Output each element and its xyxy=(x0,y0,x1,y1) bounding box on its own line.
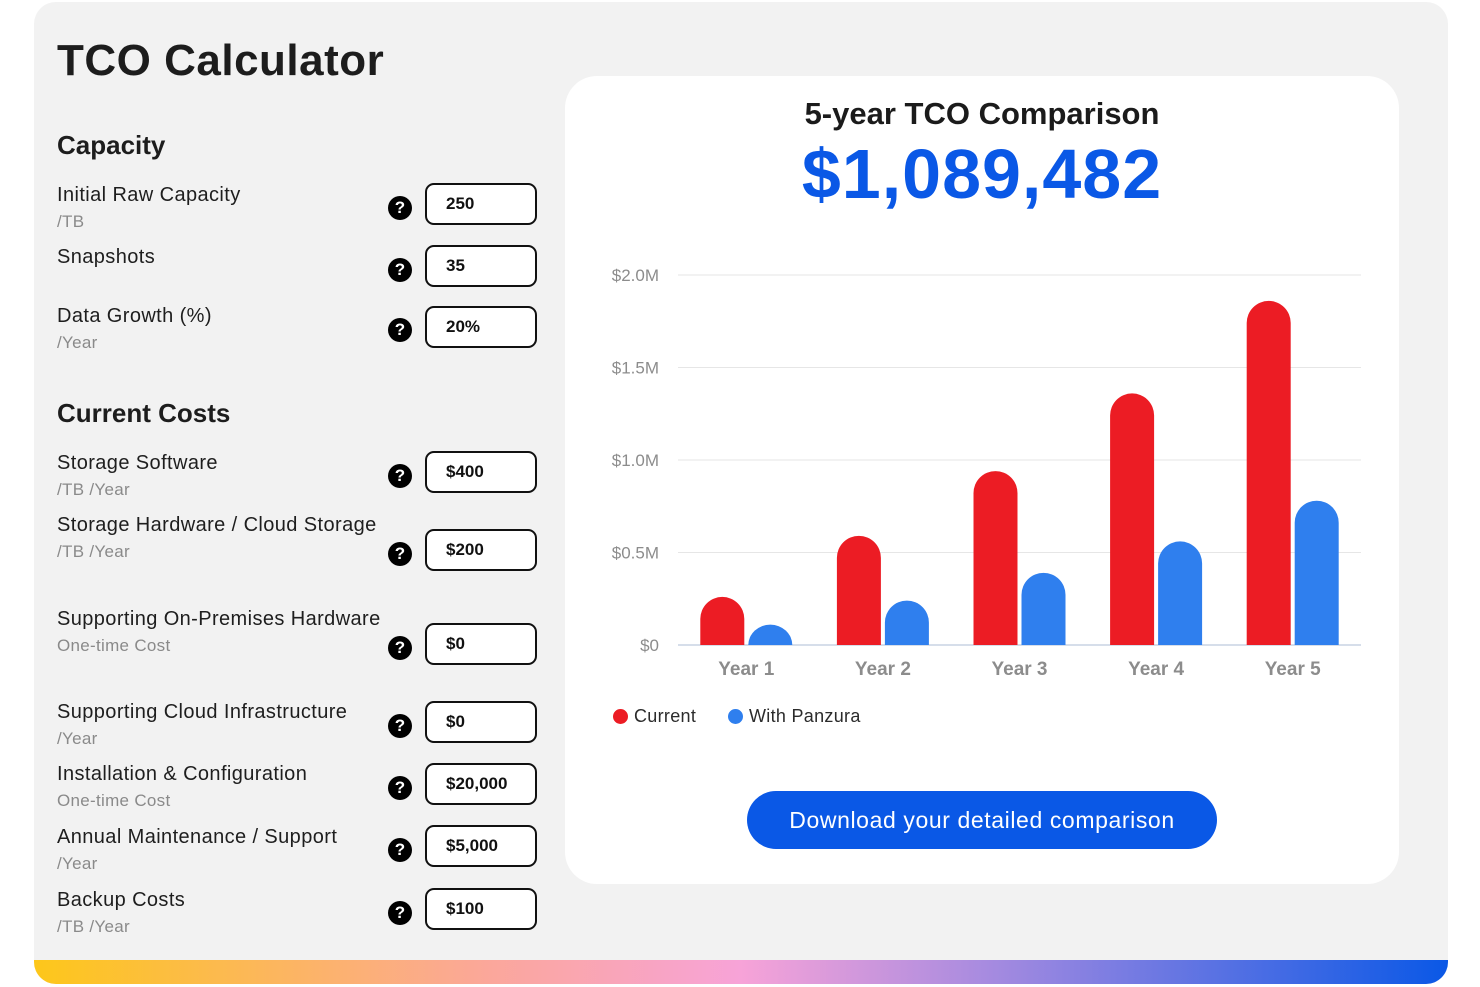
legend-item-current: Current xyxy=(613,706,696,727)
bar-with-panzura-year-4 xyxy=(1158,541,1203,645)
legend-label: Current xyxy=(634,706,697,726)
question-circle-icon[interactable]: ? xyxy=(388,901,412,925)
gradient-footer-bar xyxy=(34,960,1448,984)
field-label: Storage Software xyxy=(57,452,218,474)
question-circle-icon[interactable]: ? xyxy=(388,258,412,282)
x-tick-label: Year 1 xyxy=(718,659,774,680)
section-heading-current-costs: Current Costs xyxy=(57,398,231,428)
chart-card: 5-year TCO Comparison $1,089,482 $0 $0.5M… xyxy=(565,76,1399,884)
legend-label: With Panzura xyxy=(749,706,861,726)
bar-current-year-4 xyxy=(1110,393,1155,645)
x-tick-label: Year 3 xyxy=(992,659,1048,680)
supporting-on-prem-hardware-input[interactable] xyxy=(425,623,537,665)
y-tick-label: $1.5M xyxy=(612,359,659,378)
question-circle-icon[interactable]: ? xyxy=(388,464,412,488)
storage-hardware-input[interactable] xyxy=(425,529,537,571)
download-comparison-button[interactable]: Download your detailed comparison xyxy=(747,791,1217,849)
storage-software-input[interactable] xyxy=(425,451,537,493)
field-label: Installation & Configuration xyxy=(57,763,308,785)
question-circle-icon[interactable]: ? xyxy=(388,776,412,800)
field-label: Initial Raw Capacity xyxy=(57,184,241,206)
backup-costs-input[interactable] xyxy=(425,888,537,930)
installation-configuration-input[interactable] xyxy=(425,763,537,805)
bar-with-panzura-year-1 xyxy=(748,624,793,645)
legend-item-with-panzura: With Panzura xyxy=(728,706,861,727)
field-unit: One-time Cost xyxy=(57,636,171,655)
data-growth-input[interactable] xyxy=(425,306,537,348)
annual-maintenance-input[interactable] xyxy=(425,825,537,867)
tco-bar-chart: $0 $0.5M $1.0M $1.5M $2.0M Year 1 Year 2 Year 3… xyxy=(612,266,1361,680)
bar-with-panzura-year-5 xyxy=(1294,500,1339,645)
bar-current-year-1 xyxy=(700,596,745,645)
tco-total-value: $1,089,482 xyxy=(801,135,1163,213)
field-label: Snapshots xyxy=(57,246,156,268)
bar-with-panzura-year-3 xyxy=(1021,572,1066,645)
y-tick-label: $1.0M xyxy=(612,451,659,470)
question-circle-icon[interactable]: ? xyxy=(388,542,412,566)
section-heading-capacity: Capacity xyxy=(57,130,166,160)
field-label: Storage Hardware / Cloud Storage xyxy=(57,514,377,536)
tco-calculator-card: TCO Calculator Capacity Current Costs In… xyxy=(34,2,1448,984)
field-unit: /Year xyxy=(57,333,98,352)
y-tick-label: $0.5M xyxy=(612,544,659,563)
legend-dot-current xyxy=(613,709,628,724)
x-tick-label: Year 2 xyxy=(855,659,911,680)
bar-current-year-3 xyxy=(973,471,1018,645)
field-label: Supporting On-Premises Hardware xyxy=(57,608,381,630)
chart-heading: 5-year TCO Comparison xyxy=(804,96,1160,131)
field-unit: /TB /Year xyxy=(57,542,130,561)
field-unit: /TB xyxy=(57,212,85,231)
x-tick-label: Year 4 xyxy=(1128,659,1184,680)
bar-current-year-5 xyxy=(1246,300,1291,645)
field-label: Supporting Cloud Infrastructure xyxy=(57,701,348,723)
page-title: TCO Calculator xyxy=(57,36,385,85)
field-label: Backup Costs xyxy=(57,889,186,911)
question-circle-icon[interactable]: ? xyxy=(388,838,412,862)
field-unit: /Year xyxy=(57,729,98,748)
field-label: Data Growth (%) xyxy=(57,305,212,327)
field-unit: /TB /Year xyxy=(57,917,130,936)
question-circle-icon[interactable]: ? xyxy=(388,636,412,660)
question-circle-icon[interactable]: ? xyxy=(388,318,412,342)
x-tick-label: Year 5 xyxy=(1265,659,1321,680)
legend-dot-with-panzura xyxy=(728,709,743,724)
field-label: Annual Maintenance / Support xyxy=(57,826,338,848)
initial-raw-capacity-input[interactable] xyxy=(425,183,537,225)
question-circle-icon[interactable]: ? xyxy=(388,714,412,738)
y-tick-label: $0 xyxy=(640,636,659,655)
field-unit: /TB /Year xyxy=(57,480,130,499)
snapshots-input[interactable] xyxy=(425,245,537,287)
bar-with-panzura-year-2 xyxy=(884,600,929,645)
supporting-cloud-infrastructure-input[interactable] xyxy=(425,701,537,743)
y-tick-label: $2.0M xyxy=(612,266,659,285)
field-unit: /Year xyxy=(57,854,98,873)
bar-current-year-2 xyxy=(836,535,881,645)
field-unit: One-time Cost xyxy=(57,791,171,810)
question-circle-icon[interactable]: ? xyxy=(388,196,412,220)
